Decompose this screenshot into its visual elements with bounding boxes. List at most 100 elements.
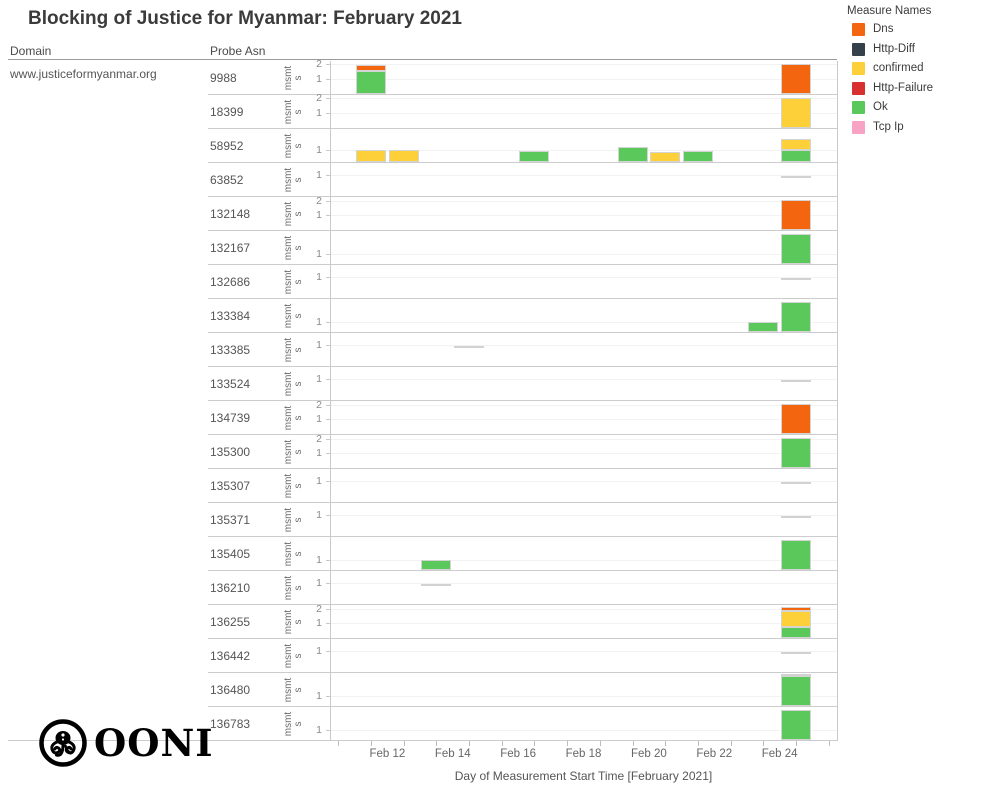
legend-label: Dns <box>873 23 894 35</box>
measurement-bar[interactable] <box>780 403 811 434</box>
bar-segment-ok <box>780 233 811 264</box>
bar-segment-ok <box>780 539 811 570</box>
measurement-bar[interactable] <box>519 151 550 162</box>
x-tick-mark <box>567 741 569 746</box>
y-tick-label: 2 <box>316 58 322 71</box>
probe-asn-label: 135307 <box>210 478 251 493</box>
y-tick-label: 1 <box>316 315 322 328</box>
gridline <box>330 174 837 176</box>
legend-swatch-http-failure <box>852 81 865 95</box>
probe-asn-label: 63852 <box>210 172 244 187</box>
row-border <box>208 162 837 164</box>
y-tick-label: 1 <box>316 168 322 181</box>
measurement-bar[interactable] <box>388 149 419 162</box>
x-tick-label: Feb 14 <box>434 748 471 760</box>
y-tick-label: 1 <box>316 72 322 85</box>
msmt-count-dash <box>780 652 811 655</box>
y-tick-mark <box>326 215 330 217</box>
probe-asn-label: 58952 <box>210 138 244 153</box>
row-border <box>208 94 837 96</box>
y-tick-mark <box>326 515 330 517</box>
ooni-logo: OONI <box>38 718 214 768</box>
bar-segment-ok <box>519 151 550 162</box>
y-tick-label: 2 <box>316 432 322 445</box>
bar-segment-dns <box>780 607 811 612</box>
measurement-bar[interactable] <box>421 560 452 570</box>
x-tick-mark <box>338 741 340 746</box>
bar-segment-confirmed <box>388 149 419 162</box>
y-tick-mark <box>326 404 330 406</box>
y-tick-mark <box>326 608 330 610</box>
measurement-bar[interactable] <box>780 139 811 162</box>
y-tick-label: 1 <box>316 106 322 119</box>
gridline <box>330 112 837 114</box>
probe-asn-label: 18399 <box>210 104 244 119</box>
ooni-octopus-icon <box>39 719 87 767</box>
bar-segment-ok <box>780 709 811 740</box>
measurement-bar[interactable] <box>780 539 811 570</box>
gridline <box>330 321 837 323</box>
x-tick-mark <box>371 741 372 746</box>
measurement-bar[interactable] <box>780 199 811 230</box>
y-tick-mark <box>326 64 330 66</box>
column-header-domain: Domain <box>10 44 52 58</box>
measurement-bar[interactable] <box>780 675 811 706</box>
x-tick-mark <box>403 741 405 746</box>
y-tick-mark <box>326 438 330 440</box>
row-border <box>208 264 837 266</box>
x-axis-title: Day of Measurement Start Time [February … <box>454 769 713 783</box>
y-tick-mark <box>326 651 330 653</box>
measurement-bar[interactable] <box>780 233 811 264</box>
row-border <box>208 332 837 334</box>
probe-asn-label: 132167 <box>210 240 251 255</box>
x-tick-mark <box>534 741 536 746</box>
row-border <box>208 536 837 538</box>
bar-segment-confirmed <box>780 611 811 628</box>
bar-segment-dns <box>356 65 386 71</box>
measurement-bar[interactable] <box>650 152 681 162</box>
probe-asn-label: 136480 <box>210 682 251 697</box>
row-border <box>208 672 837 674</box>
bar-segment-ok <box>780 150 811 162</box>
x-tick-mark <box>697 741 699 746</box>
x-tick-label: Feb 22 <box>696 748 733 760</box>
probe-asn-label: 135300 <box>210 444 251 459</box>
measurement-bar[interactable] <box>356 149 386 162</box>
y-tick-label: 2 <box>316 194 322 207</box>
gridline <box>330 608 837 610</box>
gridline <box>330 583 837 585</box>
y-tick-mark <box>326 730 330 732</box>
y-tick-label: 1 <box>316 617 322 630</box>
row-border <box>208 468 837 470</box>
measurement-bar[interactable] <box>682 150 713 162</box>
y-tick-label: 1 <box>316 339 322 352</box>
probe-asn-label: 136783 <box>210 716 251 731</box>
msmt-count-dash <box>780 516 811 519</box>
gridline <box>330 78 837 80</box>
measurement-bar[interactable] <box>780 97 811 128</box>
row-border <box>208 366 837 368</box>
x-tick-mark <box>436 741 438 746</box>
measurement-bar[interactable] <box>780 63 811 94</box>
y-tick-mark <box>326 149 330 151</box>
measurement-bar[interactable] <box>356 65 386 94</box>
gridline <box>330 651 837 653</box>
probe-asn-label: 133524 <box>210 376 251 391</box>
measurement-bar[interactable] <box>617 146 648 162</box>
y-tick-mark <box>326 419 330 421</box>
ooni-logo-text: OONI <box>94 721 214 765</box>
measurement-bar[interactable] <box>780 607 811 638</box>
x-tick-mark <box>469 741 471 746</box>
y-tick-mark <box>326 112 330 114</box>
legend-swatch-confirmed <box>852 62 865 75</box>
row-border <box>208 706 837 708</box>
plot-border <box>330 60 331 741</box>
measurement-bar[interactable] <box>780 301 811 332</box>
y-tick-mark <box>326 276 330 278</box>
x-tick-mark <box>501 741 503 746</box>
measurement-bar[interactable] <box>748 321 779 332</box>
measurement-bar[interactable] <box>780 437 811 468</box>
measurement-bar[interactable] <box>780 709 811 740</box>
y-tick-label: 1 <box>316 143 322 156</box>
plot-border <box>837 60 838 741</box>
